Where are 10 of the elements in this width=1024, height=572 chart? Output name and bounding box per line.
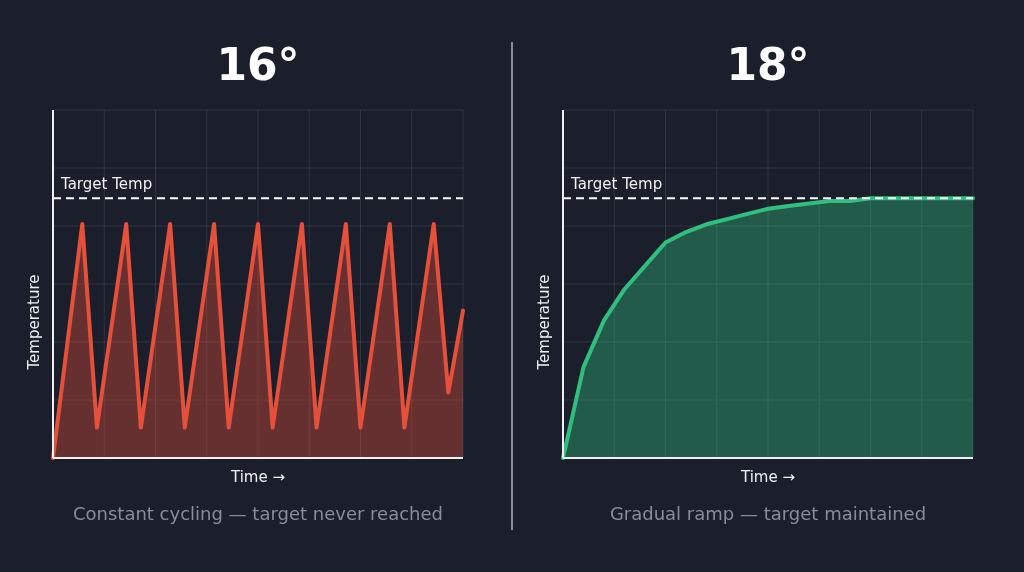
x-axis-title: Time → (229, 468, 286, 486)
ref-line-label: Target Temp (60, 175, 153, 194)
chart-title: 16° (216, 39, 300, 90)
text: Gradual ramp — target maintained (609, 503, 927, 524)
chart-title: 18° (726, 39, 810, 90)
x-axis-title: Time → (739, 468, 796, 486)
y-axis-title: Temperature (535, 274, 553, 371)
y-axis-title: Temperature (25, 274, 43, 371)
text: Constant cycling — target never reached (72, 503, 444, 524)
ref-line-label: Target Temp (570, 175, 663, 194)
